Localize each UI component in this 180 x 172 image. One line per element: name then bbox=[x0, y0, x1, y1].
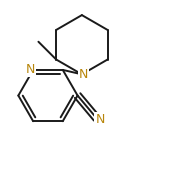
Text: N: N bbox=[95, 113, 105, 126]
Text: N: N bbox=[26, 63, 35, 76]
Text: N: N bbox=[79, 68, 89, 81]
